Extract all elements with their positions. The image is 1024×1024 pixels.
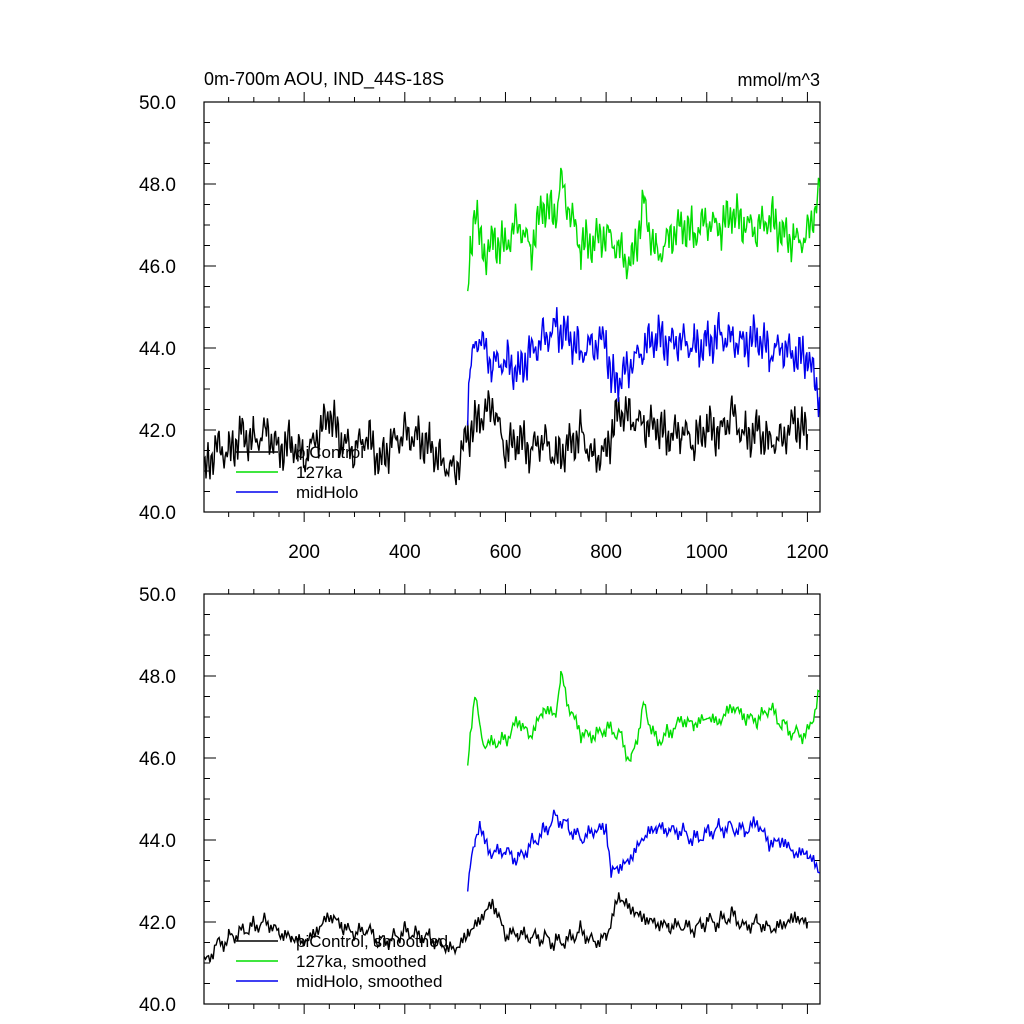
y-tick-label: 48.0 bbox=[139, 175, 176, 196]
y-tick-label: 50.0 bbox=[139, 93, 176, 114]
series-line-127ka-smoothed bbox=[467, 670, 820, 766]
y-tick-label: 46.0 bbox=[139, 749, 176, 770]
legend-label: midHolo bbox=[296, 483, 358, 502]
series-line-picontrol bbox=[204, 390, 809, 486]
legend-label: 127ka bbox=[296, 463, 343, 482]
x-tick-label: 600 bbox=[490, 542, 522, 563]
units-label: mmol/m^3 bbox=[738, 70, 820, 90]
series-line-midholo-smoothed bbox=[467, 809, 820, 892]
y-tick-label: 44.0 bbox=[139, 339, 176, 360]
panel-bottom: 40.0 42.0 44.0 46.0 48.0 50.0 piControl, smoot… bbox=[139, 584, 821, 1016]
y-tick-label: 50.0 bbox=[139, 585, 176, 606]
y-tick-label: 40.0 bbox=[139, 503, 176, 524]
legend-label: piControl, smoothed bbox=[296, 932, 448, 951]
y-tick-label: 42.0 bbox=[139, 421, 176, 442]
legend-label: piControl bbox=[296, 443, 364, 462]
y-tick-label: 44.0 bbox=[139, 831, 176, 852]
x-tick-label: 400 bbox=[389, 542, 421, 563]
y-tick-label: 46.0 bbox=[139, 257, 176, 278]
series-line-picontrol-smoothed bbox=[204, 892, 809, 963]
series-line-127ka bbox=[467, 167, 820, 292]
series-line-midholo bbox=[467, 307, 820, 426]
x-tick-label: 1000 bbox=[686, 542, 728, 563]
panel-top: 40.0 42.0 44.0 46.0 48.0 50.0 200 400 600 800 1000… bbox=[139, 92, 829, 563]
y-tick-label: 48.0 bbox=[139, 667, 176, 688]
legend-label: midHolo, smoothed bbox=[296, 972, 442, 991]
y-tick-label: 40.0 bbox=[139, 995, 176, 1016]
figure-title: 0m-700m AOU, IND_44S-18S bbox=[204, 69, 444, 90]
x-tick-label: 800 bbox=[590, 542, 622, 563]
legend-label: 127ka, smoothed bbox=[296, 952, 426, 971]
x-tick-label: 1200 bbox=[786, 542, 828, 563]
x-tick-label: 200 bbox=[288, 542, 320, 563]
y-tick-label: 42.0 bbox=[139, 913, 176, 934]
